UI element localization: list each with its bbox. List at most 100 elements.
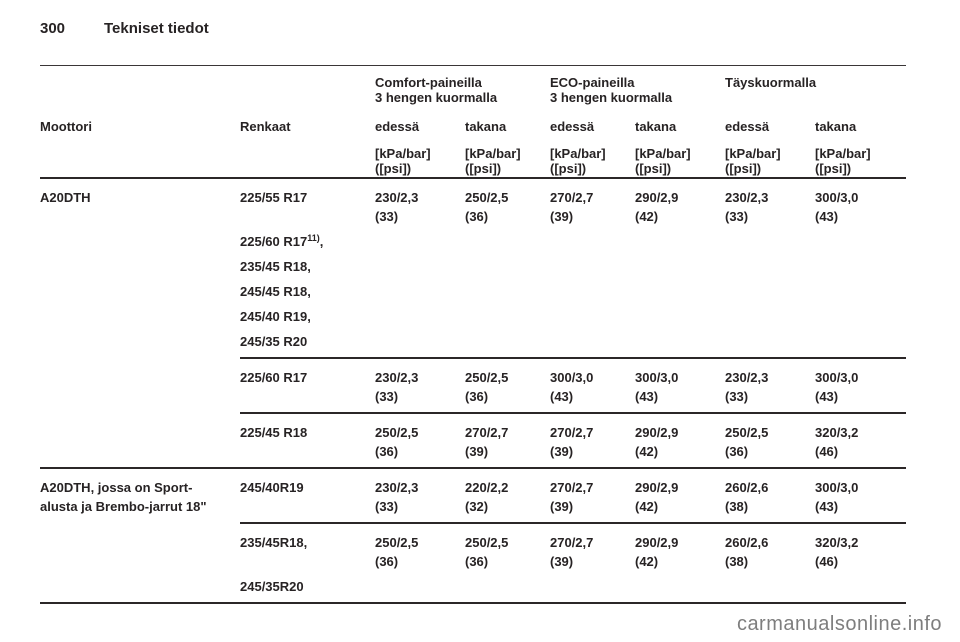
tire-size-text: 245/35R20 [240, 579, 304, 594]
engine-name: A20DTH, jossa on Sport-alusta ja Brembo-… [40, 469, 240, 602]
pressure-value: 290/2,9 (42) [635, 423, 725, 461]
tire-size-tail: , [319, 234, 324, 249]
unit-cell: [kPa/bar] ([psi]) [815, 146, 871, 176]
engine-block-rows: 225/55 R17 225/60 R1711), 235/45 R18, 245/4… [240, 179, 906, 467]
pressure-psi: (38) [725, 554, 749, 569]
pressure-value: 290/2,9 (42) [635, 478, 725, 516]
tire-size-text: 245/35 R20 [240, 334, 308, 349]
pressure-kpa-bar: 300/3,0 [815, 480, 859, 495]
pressure-value: 320/3,2 (46) [815, 533, 906, 596]
pressure-psi: (36) [725, 444, 749, 459]
pressure-value: 300/3,0 (43) [550, 368, 635, 406]
pressure-kpa-bar: 250/2,5 [465, 535, 509, 550]
pressure-value: 300/3,0 (43) [635, 368, 725, 406]
tire-line-spacer [240, 558, 375, 571]
pressure-psi: (33) [375, 389, 399, 404]
watermark-text: carmanualsonline.info [736, 613, 942, 635]
pressure-value: 250/2,5 (36) [465, 368, 550, 406]
pressure-psi: (39) [550, 554, 574, 569]
pressure-kpa-bar: 300/3,0 [635, 370, 679, 385]
tire-pressure-table: Comfort-paineilla 3 hengen kuormalla ECO… [40, 75, 906, 604]
group-header-fullload: Täyskuormalla [725, 75, 817, 90]
engine-name-line: alusta ja Brembo-jarrut 18" [40, 499, 207, 514]
pressure-kpa-bar: 260/2,6 [725, 535, 769, 550]
pressure-kpa-bar: 290/2,9 [635, 190, 679, 205]
pressure-kpa-bar: 290/2,9 [635, 480, 679, 495]
table-row: 225/45 R18 250/2,5 (36) 270/2,7 (39) 270/2,7 (… [240, 412, 906, 467]
pressure-psi: (42) [635, 554, 659, 569]
tire-size-text: 245/40 R19, [240, 309, 311, 324]
pressure-value: 320/3,2 (46) [815, 423, 906, 461]
tire-size-text: 225/60 R17 [240, 370, 308, 385]
pressure-value: 260/2,6 (38) [725, 533, 815, 596]
engine-block: A20DTH 225/55 R17 225/60 R1711), 235/45 R18… [40, 179, 906, 469]
pressure-kpa-bar: 230/2,3 [725, 370, 769, 385]
pressure-psi: (33) [725, 209, 749, 224]
pressure-value: 270/2,7 (39) [550, 478, 635, 516]
group-header-eco: ECO-paineilla 3 hengen kuormalla [550, 75, 673, 105]
tire-size: 235/45R18, [240, 533, 375, 552]
pressure-value: 270/2,7 (39) [550, 423, 635, 461]
col-header-engine: Moottori [40, 119, 92, 134]
pressure-kpa-bar: 270/2,7 [465, 425, 509, 440]
tire-size: 245/45 R18, [240, 282, 375, 301]
tire-size: 225/60 R17 [240, 368, 375, 387]
pressure-value: 250/2,5 (36) [465, 533, 550, 596]
pressure-psi: (36) [465, 209, 489, 224]
pressure-psi: (46) [815, 554, 839, 569]
pressure-psi: (43) [815, 209, 839, 224]
col-header-front: edessä [725, 119, 770, 134]
pressure-psi: (32) [465, 499, 489, 514]
pressure-psi: (36) [375, 444, 399, 459]
pressure-kpa-bar: 300/3,0 [550, 370, 594, 385]
pressure-kpa-bar: 250/2,5 [725, 425, 769, 440]
pressure-value: 260/2,6 (38) [725, 478, 815, 516]
tire-size-text: 245/40R19 [240, 480, 304, 495]
pressure-kpa-bar: 250/2,5 [465, 370, 509, 385]
pressure-value: 300/3,0 (43) [815, 478, 906, 516]
table-row: 245/40R19 230/2,3 (33) 220/2,2 (32) 270/2,7 (3… [240, 469, 906, 522]
pressure-psi: (36) [465, 554, 489, 569]
tire-size: 225/60 R1711), [240, 232, 375, 251]
pressure-kpa-bar: 300/3,0 [815, 190, 859, 205]
tire-size: 225/45 R18 [240, 423, 375, 442]
unit-cell: [kPa/bar] ([psi]) [635, 146, 691, 176]
pressure-kpa-bar: 270/2,7 [550, 190, 594, 205]
pressure-value: 300/3,0 (43) [815, 188, 906, 351]
col-header-front: edessä [375, 119, 420, 134]
footnote-marker: 11) [307, 233, 320, 243]
pressure-kpa-bar: 270/2,7 [550, 480, 594, 495]
pressure-kpa-bar: 250/2,5 [465, 190, 509, 205]
pressure-psi: (39) [550, 444, 574, 459]
pressure-kpa-bar: 300/3,0 [815, 370, 859, 385]
tire-size: 235/45 R18, [240, 257, 375, 276]
pressure-kpa-bar: 250/2,5 [375, 425, 419, 440]
pressure-value: 300/3,0 (43) [815, 368, 906, 406]
group-header-comfort: Comfort-paineilla 3 hengen kuormalla [375, 75, 498, 105]
pressure-value: 230/2,3 (33) [375, 188, 465, 351]
pressure-psi: (36) [375, 554, 399, 569]
chapter-title: Tekniset tiedot [104, 20, 209, 37]
tires-cell: 225/55 R17 225/60 R1711), 235/45 R18, 245/4… [240, 188, 375, 351]
pressure-psi: (43) [815, 499, 839, 514]
pressure-kpa-bar: 290/2,9 [635, 535, 679, 550]
pressure-psi: (42) [635, 209, 659, 224]
pressure-value: 230/2,3 (33) [375, 478, 465, 516]
pressure-kpa-bar: 270/2,7 [550, 535, 594, 550]
pressure-psi: (43) [550, 389, 574, 404]
pressure-kpa-bar: 290/2,9 [635, 425, 679, 440]
pressure-kpa-bar: 220/2,2 [465, 480, 509, 495]
col-header-tires: Renkaat [240, 119, 291, 134]
pressure-value: 250/2,5 (36) [465, 188, 550, 351]
table-row: 225/60 R17 230/2,3 (33) 250/2,5 (36) 300/3,0 (… [240, 357, 906, 412]
pressure-value: 290/2,9 (42) [635, 188, 725, 351]
tires-cell: 225/60 R17 [240, 368, 375, 406]
tires-cell: 235/45R18, 245/35R20 [240, 533, 375, 596]
pressure-value: 220/2,2 (32) [465, 478, 550, 516]
pressure-value: 250/2,5 (36) [375, 533, 465, 596]
pressure-psi: (39) [550, 209, 574, 224]
tires-cell: 225/45 R18 [240, 423, 375, 461]
tire-size-text: 245/45 R18, [240, 284, 311, 299]
pressure-value: 290/2,9 (42) [635, 533, 725, 596]
unit-cell: [kPa/bar] ([psi]) [550, 146, 606, 176]
